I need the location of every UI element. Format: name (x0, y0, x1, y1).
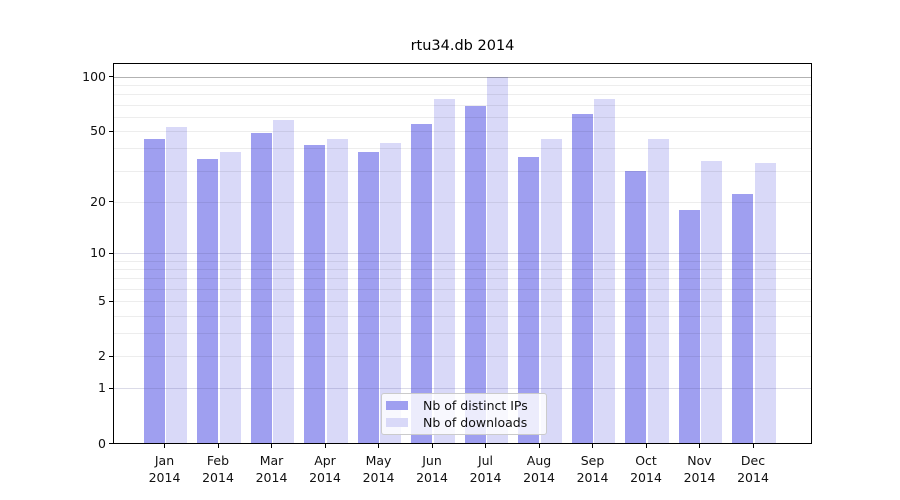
legend-item-downloads: Nb of downloads (386, 415, 542, 430)
x-tick-label: Dec 2014 (737, 452, 769, 485)
bar-downloads-sep (594, 99, 615, 444)
legend-item-distinct-ips: Nb of distinct IPs (386, 398, 542, 413)
y-tick-mark (109, 443, 113, 444)
gridline-minor (113, 94, 812, 96)
x-tick-mark (431, 443, 433, 448)
y-tick-label: 10 (90, 245, 106, 260)
bar-distinct-ips-dec (732, 194, 753, 444)
legend-label-downloads: Nb of downloads (423, 414, 528, 430)
bar-distinct-ips-jun (411, 123, 432, 444)
gridline-minor (113, 116, 812, 118)
bar-downloads-jan (166, 126, 187, 444)
gridline-minor (113, 356, 812, 358)
gridline-minor (113, 201, 812, 203)
bar-downloads-may (380, 142, 401, 444)
x-tick-label: Mar 2014 (255, 452, 288, 485)
x-tick-mark (699, 443, 700, 448)
x-tick-mark (164, 443, 165, 448)
y-tick-label: 2 (98, 348, 106, 364)
x-tick-mark (485, 443, 486, 448)
bar-downloads-aug (540, 139, 562, 444)
bar-distinct-ips-may (357, 152, 379, 444)
y-tick-label: 50 (90, 123, 106, 139)
x-tick-label: Nov 2014 (683, 452, 716, 485)
gridline-minor (113, 333, 812, 335)
legend-label-distinct-ips: Nb of distinct IPs (423, 398, 528, 414)
chart-title: rtu34.db 2014 (410, 38, 515, 54)
bar-downloads-apr (326, 139, 348, 444)
x-tick-mark (592, 443, 593, 448)
x-tick-label: Sep 2014 (576, 452, 609, 485)
y-tick-label: 5 (98, 293, 106, 309)
y-tick-mark (109, 130, 113, 132)
bar-downloads-mar (273, 119, 294, 444)
x-tick-mark (271, 443, 272, 448)
x-tick-mark (538, 443, 540, 448)
gridline-minor (113, 288, 812, 290)
bar-distinct-ips-oct (625, 170, 646, 444)
x-tick-label: Oct 2014 (630, 452, 662, 485)
y-tick-label: 100 (82, 68, 106, 84)
plot-area-border (113, 62, 812, 444)
bar-downloads-jul (487, 76, 508, 444)
x-tick-label: Aug 2014 (523, 452, 555, 485)
x-tick-label: Apr 2014 (309, 452, 341, 485)
gridline-minor (113, 148, 812, 150)
gridline-major (113, 253, 812, 254)
bar-distinct-ips-jul (464, 105, 486, 444)
legend-swatch-downloads (386, 417, 408, 427)
gridline-minor (113, 315, 812, 317)
y-tick-mark (109, 387, 113, 389)
gridline-minor (113, 268, 812, 270)
gridline-major (113, 388, 812, 390)
legend: Nb of distinct IPs Nb of downloads (381, 393, 547, 435)
y-tick-mark (109, 201, 113, 203)
bar-distinct-ips-nov (678, 209, 700, 444)
x-tick-label: Feb 2014 (202, 452, 234, 485)
legend-swatch-distinct-ips (386, 401, 408, 411)
x-tick-mark (752, 443, 754, 448)
x-tick-label: May 2014 (362, 452, 395, 485)
bar-downloads-dec (754, 163, 776, 444)
gridline-minor (113, 260, 812, 262)
y-tick-mark (109, 76, 113, 78)
bar-downloads-oct (647, 139, 669, 444)
bar-downloads-nov (701, 161, 722, 444)
x-tick-label: Jul 2014 (469, 452, 502, 485)
gridline-minor (113, 85, 812, 87)
x-tick-label: Jan 2014 (148, 452, 181, 485)
x-tick-mark (378, 443, 379, 448)
y-tick-label: 20 (90, 193, 106, 209)
gridline-minor (113, 104, 812, 106)
bar-downloads-feb (219, 152, 241, 444)
y-tick-mark (109, 300, 113, 302)
bar-downloads-jun (433, 99, 455, 444)
bar-distinct-ips-apr (304, 144, 325, 444)
bar-distinct-ips-aug (518, 156, 539, 444)
x-tick-mark (217, 443, 219, 448)
gridline-major-100 (113, 76, 812, 78)
y-tick-mark (109, 252, 113, 254)
bar-distinct-ips-jan (143, 139, 165, 444)
x-tick-mark (645, 443, 647, 448)
bar-distinct-ips-mar (250, 132, 272, 444)
bar-distinct-ips-feb (197, 158, 218, 444)
x-tick-mark (324, 443, 326, 448)
y-tick-label: 1 (98, 380, 106, 396)
gridline-minor (113, 131, 812, 133)
gridline-minor (113, 301, 812, 303)
x-tick-label: Jun 2014 (416, 452, 448, 485)
y-tick-mark (109, 355, 113, 357)
y-tick-label: 0 (98, 435, 106, 451)
gridline-minor (113, 278, 812, 280)
bar-distinct-ips-sep (571, 114, 593, 444)
gridline-minor (113, 170, 812, 172)
